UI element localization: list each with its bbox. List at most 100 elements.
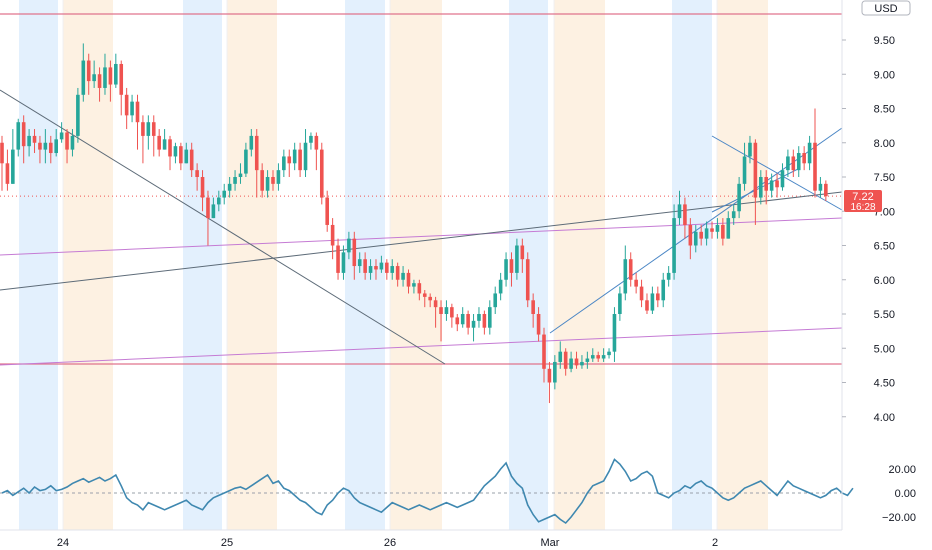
candle-body bbox=[162, 139, 167, 150]
candle-body bbox=[379, 262, 384, 270]
time-tick-label: 25 bbox=[221, 537, 233, 549]
price-tick-label: 6.00 bbox=[874, 275, 895, 287]
candle-body bbox=[601, 355, 606, 359]
session-band-blue bbox=[19, 0, 58, 530]
candle-body bbox=[450, 307, 454, 318]
candle-body bbox=[124, 94, 129, 116]
candle-body bbox=[54, 139, 58, 154]
currency-label-box[interactable]: USD bbox=[861, 0, 911, 16]
candle-body bbox=[238, 173, 243, 177]
candle-body bbox=[200, 177, 205, 198]
candle-body bbox=[265, 177, 270, 191]
candle-body bbox=[818, 183, 823, 191]
candle-body bbox=[666, 272, 671, 280]
oscillator-tick-label: −20.00 bbox=[882, 512, 916, 524]
candle-body bbox=[357, 259, 362, 267]
candle-body bbox=[43, 142, 48, 150]
candle-body bbox=[672, 218, 676, 273]
candle-body bbox=[292, 149, 297, 164]
candle-body bbox=[406, 272, 411, 287]
candle-body bbox=[488, 307, 492, 328]
candle-body bbox=[374, 266, 378, 270]
grid bbox=[0, 0, 842, 530]
candlesticks bbox=[0, 43, 828, 404]
candle-body bbox=[585, 358, 590, 362]
candle-body bbox=[347, 238, 351, 253]
candle-body bbox=[433, 300, 438, 308]
price-tick-label: 6.50 bbox=[874, 241, 895, 253]
candle-body bbox=[688, 224, 693, 246]
price-tick-label: 9.50 bbox=[874, 35, 895, 47]
candle-body bbox=[86, 60, 91, 82]
session-band-orange bbox=[390, 0, 442, 530]
candle-body bbox=[0, 142, 4, 164]
candle-body bbox=[287, 156, 292, 164]
candle-body bbox=[298, 149, 302, 171]
candle-body bbox=[168, 139, 172, 157]
candle-body bbox=[580, 361, 584, 366]
last-price-value: 7.22 bbox=[852, 191, 873, 203]
price-axis[interactable]: 9.509.008.508.007.507.006.506.005.505.00… bbox=[841, 0, 916, 530]
candle-body bbox=[271, 177, 275, 184]
candle-body bbox=[179, 146, 183, 164]
candle-body bbox=[76, 94, 80, 136]
candle-body bbox=[634, 279, 638, 287]
oscillator-pane bbox=[1, 458, 854, 525]
oscillator-line bbox=[1, 458, 854, 525]
candle-body bbox=[780, 170, 785, 188]
candle-body bbox=[21, 122, 26, 147]
candle-body bbox=[612, 314, 617, 352]
candle-body bbox=[92, 74, 96, 82]
candle-body bbox=[628, 259, 633, 280]
candle-body bbox=[211, 204, 216, 219]
candle-body bbox=[650, 293, 655, 311]
session-band-blue bbox=[672, 0, 712, 530]
candle-body bbox=[775, 180, 779, 188]
candle-body bbox=[742, 156, 747, 184]
candle-body bbox=[97, 74, 102, 88]
candle-body bbox=[748, 142, 752, 157]
candle-body bbox=[677, 204, 682, 219]
candle-body bbox=[466, 314, 470, 328]
candle-body bbox=[233, 177, 237, 184]
price-tick-label: 9.00 bbox=[874, 69, 895, 81]
candle-body bbox=[737, 183, 741, 212]
channel-lower-line bbox=[0, 327, 843, 366]
candle-body bbox=[710, 228, 714, 232]
candle-body bbox=[16, 122, 21, 150]
candle-body bbox=[471, 320, 476, 328]
session-band-orange bbox=[717, 0, 768, 530]
candle-body bbox=[590, 355, 595, 359]
candle-body bbox=[623, 259, 628, 294]
candle-body bbox=[341, 252, 346, 273]
candle-body bbox=[558, 351, 563, 362]
candle-body bbox=[11, 149, 15, 184]
time-tick-label: 26 bbox=[384, 537, 396, 549]
candle-body bbox=[569, 358, 573, 369]
candle-body bbox=[504, 259, 508, 280]
candle-body bbox=[731, 211, 736, 219]
candle-body bbox=[309, 135, 313, 143]
time-axis[interactable]: 24 25 26 Mar 2 bbox=[0, 529, 842, 549]
candle-body bbox=[222, 190, 227, 198]
candle-body bbox=[227, 183, 232, 191]
candle-body bbox=[70, 135, 75, 150]
candle-body bbox=[493, 293, 498, 308]
candle-body bbox=[244, 149, 248, 174]
candle-body bbox=[395, 266, 400, 280]
candle-body bbox=[151, 122, 156, 136]
candle-body bbox=[189, 149, 194, 171]
candle-body bbox=[721, 224, 725, 239]
candle-body bbox=[336, 245, 340, 273]
session-bands bbox=[19, 0, 768, 530]
candle-body bbox=[368, 266, 373, 273]
candle-body bbox=[195, 170, 199, 177]
candle-body bbox=[563, 351, 568, 369]
candle-body bbox=[103, 67, 107, 88]
candle-body bbox=[412, 283, 416, 287]
candle-body bbox=[639, 286, 644, 301]
candle-body bbox=[81, 60, 86, 95]
candle-body bbox=[157, 135, 161, 150]
price-tick-label: 4.50 bbox=[874, 378, 895, 390]
